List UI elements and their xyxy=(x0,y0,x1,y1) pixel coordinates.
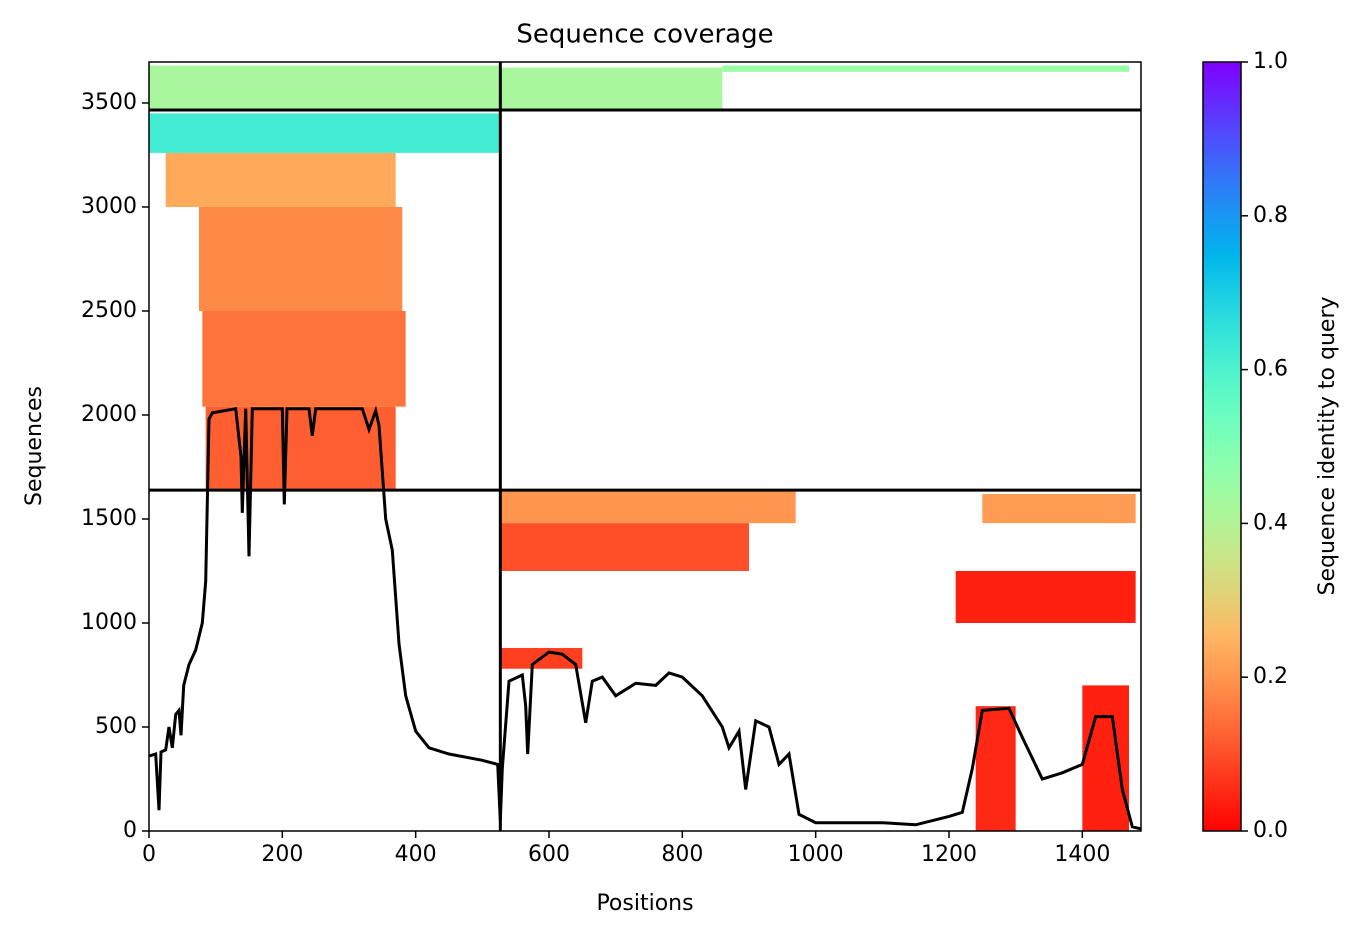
coverage-block xyxy=(722,65,1129,72)
colorbar-tick-label: 0.6 xyxy=(1253,357,1288,382)
colorbar-label: Sequence identity to query xyxy=(1315,296,1340,595)
x-axis-label: Positions xyxy=(596,891,693,916)
x-tick-label: 800 xyxy=(661,842,703,867)
x-tick-label: 600 xyxy=(528,842,570,867)
colorbar-tick-label: 0.2 xyxy=(1253,664,1288,689)
y-axis-label: Sequences xyxy=(22,386,47,506)
colorbar-tick-label: 0.4 xyxy=(1253,510,1288,535)
colorbar xyxy=(1202,61,1242,832)
colorbar-tick-label: 0.0 xyxy=(1253,818,1288,843)
coverage-block xyxy=(500,67,723,110)
coverage-block xyxy=(202,310,406,407)
coverage-block xyxy=(955,570,1136,623)
chart-title: Sequence coverage xyxy=(516,20,773,50)
coverage-block xyxy=(500,490,796,524)
x-tick-label: 1400 xyxy=(1054,842,1110,867)
x-tick-label: 1200 xyxy=(921,842,977,867)
coverage-block xyxy=(1082,685,1129,831)
coverage-block xyxy=(165,152,396,207)
x-tick-label: 0 xyxy=(142,842,156,867)
x-tick-label: 200 xyxy=(261,842,303,867)
colorbar-tick-label: 0.8 xyxy=(1253,203,1288,228)
y-tick-label: 500 xyxy=(95,714,137,739)
coverage-block xyxy=(500,523,749,571)
coverage-line xyxy=(149,405,1141,831)
x-tick-label: 400 xyxy=(395,842,437,867)
coverage-block xyxy=(982,494,1136,524)
plot-frame xyxy=(148,61,1142,832)
y-tick-label: 3500 xyxy=(81,90,137,115)
y-tick-label: 0 xyxy=(123,818,137,843)
y-tick-label: 2500 xyxy=(81,298,137,323)
y-tick-label: 1500 xyxy=(81,506,137,531)
coverage-block xyxy=(199,206,403,311)
colorbar-tick-label: 1.0 xyxy=(1253,49,1288,74)
coverage-block xyxy=(149,65,501,110)
y-tick-label: 2000 xyxy=(81,402,137,427)
coverage-block xyxy=(975,706,1016,831)
y-tick-label: 3000 xyxy=(81,194,137,219)
plot-area xyxy=(149,62,1141,831)
y-tick-label: 1000 xyxy=(81,610,137,635)
x-tick-label: 1000 xyxy=(788,842,844,867)
coverage-block xyxy=(149,113,501,153)
